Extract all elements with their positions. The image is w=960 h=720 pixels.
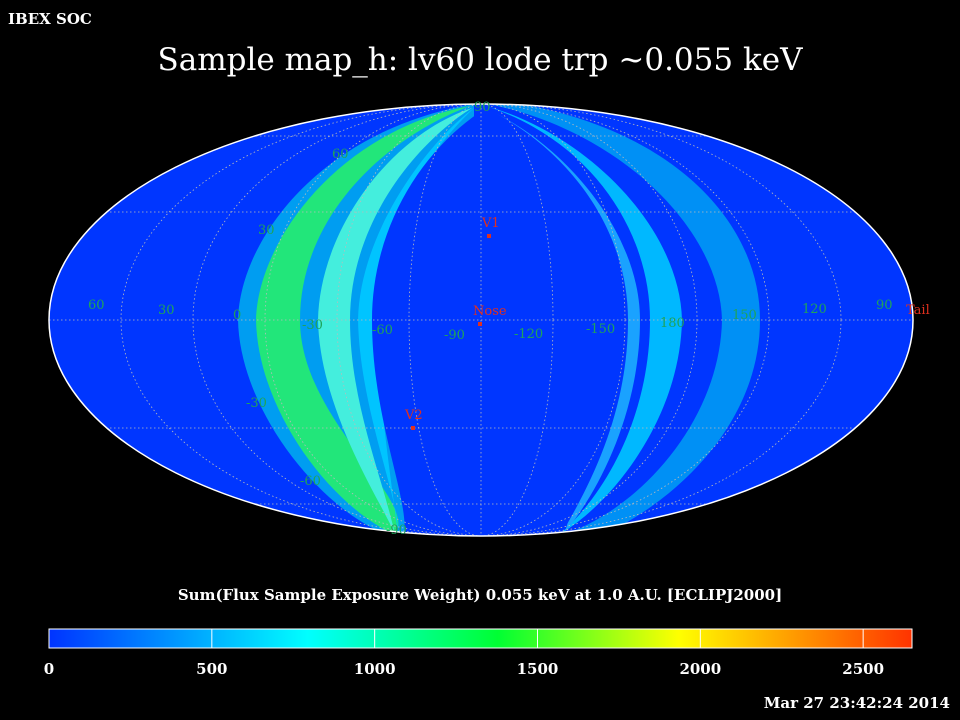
colorbar-tick-label: 2500 <box>842 660 885 678</box>
lon-label: -90 <box>444 328 465 343</box>
lon-label: 180 <box>660 316 685 331</box>
lat-label: -90 <box>386 523 407 538</box>
v1-marker-label: V1 <box>481 216 500 231</box>
colorbar-tick-label: 0 <box>43 660 55 678</box>
org-label: IBEX SOC <box>8 10 92 28</box>
graticule-labels: 60 30 0 -30 -60 -90 -120 -150 180 150 12… <box>88 100 893 538</box>
colorbar-gradient <box>48 628 913 649</box>
colorbar-tick-label: 1000 <box>353 660 396 678</box>
lon-label: 0 <box>233 308 241 323</box>
lon-label: -120 <box>514 327 543 342</box>
v2-marker-dot <box>411 426 415 430</box>
colorbar-title: Sum(Flux Sample Exposure Weight) 0.055 k… <box>177 586 783 604</box>
lat-label: -30 <box>246 396 267 411</box>
lon-label: -60 <box>372 323 393 338</box>
ribbon-right-outer <box>488 104 760 536</box>
map-markers: V1 Nose V2 Tail <box>404 216 930 430</box>
tail-marker-label: Tail <box>906 303 930 318</box>
colorbar-ticks <box>48 629 864 648</box>
map-outline <box>48 103 914 537</box>
colorbar-tick-label: 1500 <box>516 660 559 678</box>
colorbar-tick-label: 2000 <box>679 660 722 678</box>
ribbon-right-inner <box>486 106 682 534</box>
lon-label: 60 <box>88 298 105 313</box>
lat-label: 60 <box>332 147 349 162</box>
colorbar-tick-label: 500 <box>196 660 228 678</box>
lat-label: -60 <box>300 474 321 489</box>
lat-label: 90 <box>474 100 491 115</box>
map-title: Sample map_h: lv60 lode trp ~0.055 keV <box>157 42 803 78</box>
ribbon-left-green <box>256 106 470 535</box>
lon-label: 30 <box>158 303 175 318</box>
lon-label: 90 <box>876 298 893 313</box>
central-low-region <box>372 108 628 536</box>
lon-label: 120 <box>802 302 827 317</box>
timestamp: Mar 27 23:42:24 2014 <box>763 694 950 712</box>
v1-marker-dot <box>487 234 491 238</box>
v2-marker-label: V2 <box>404 408 423 423</box>
nose-marker-label: Nose <box>473 304 507 319</box>
lon-label: -150 <box>586 322 615 337</box>
colorbar <box>48 628 913 649</box>
map-body <box>48 103 914 537</box>
lat-label: 30 <box>258 223 275 238</box>
lon-label: -30 <box>302 318 323 333</box>
graticule <box>49 104 913 536</box>
lon-label: 150 <box>732 308 757 323</box>
nose-marker-dot <box>478 322 482 326</box>
emission-bands <box>49 104 913 536</box>
